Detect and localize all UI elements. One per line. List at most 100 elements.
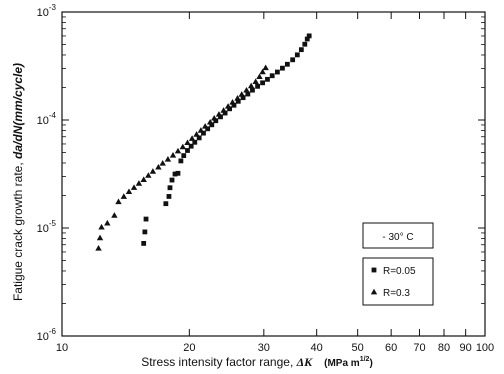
data-point-r03	[174, 147, 182, 154]
data-point-r03	[259, 68, 266, 75]
data-point-r005	[284, 61, 290, 67]
legend-marker-triangle	[370, 288, 378, 295]
data-point-r005	[269, 73, 275, 79]
data-point-r005	[213, 118, 219, 124]
data-point-r005	[163, 201, 169, 207]
data-point-r005	[209, 122, 215, 128]
annotation-text: - 30° C	[382, 232, 413, 243]
data-point-r005	[255, 83, 260, 89]
data-point-r005	[201, 130, 206, 136]
data-point-r03	[104, 219, 111, 226]
data-point-r03	[149, 168, 157, 174]
data-point-r03	[206, 118, 214, 125]
y-tick-label: 10-6	[37, 327, 57, 343]
data-point-r005	[192, 139, 198, 145]
data-point-r03	[252, 78, 259, 84]
data-point-r03	[188, 135, 196, 141]
data-point-r03	[201, 123, 209, 129]
data-point-r005	[304, 36, 310, 42]
x-axis-title-symbol: ΔK	[296, 355, 314, 369]
annotation-box	[362, 222, 434, 249]
data-point-r03	[96, 234, 104, 241]
x-axis-title-main: Stress intensity factor range,	[141, 355, 296, 369]
legend-label: R=0.05	[383, 266, 416, 277]
data-point-r03	[224, 103, 232, 109]
y-axis-title-main: Fatigue crack growth rate,	[11, 159, 25, 301]
data-point-r005	[141, 241, 147, 246]
data-point-r03	[169, 152, 177, 158]
data-point-r03	[140, 176, 147, 182]
x-axis-title-unit-exp: 1/2	[360, 356, 370, 363]
data-point-r005	[185, 148, 190, 153]
y-axis-title-symbol: da/dN(mm/cycle)	[11, 63, 25, 159]
legend-label: R=0.3	[383, 288, 410, 299]
data-point-r005	[143, 216, 149, 222]
data-point-r03	[145, 172, 152, 178]
data-point-r03	[155, 163, 162, 170]
data-point-r005	[250, 87, 255, 93]
data-point-r03	[130, 184, 138, 190]
data-point-r005	[274, 69, 280, 75]
data-point-r005	[260, 80, 265, 86]
data-point-r005	[294, 52, 300, 58]
y-tick-label: 10-3	[37, 3, 57, 19]
data-point-r03	[262, 64, 269, 71]
data-point-r03	[215, 111, 223, 117]
data-point-r03	[159, 160, 166, 166]
data-point-r005	[181, 153, 187, 159]
data-point-r03	[164, 156, 172, 162]
data-point-r005	[222, 110, 228, 116]
data-point-r03	[220, 107, 227, 113]
data-point-r005	[167, 185, 173, 191]
data-point-r03	[125, 188, 133, 195]
data-point-r005	[142, 229, 148, 235]
x-tick-label: 30	[258, 342, 270, 354]
data-point-r03	[179, 143, 186, 150]
x-tick-label: 60	[385, 342, 397, 354]
data-point-r005	[306, 33, 312, 39]
data-point-r005	[298, 47, 304, 53]
data-point-r03	[238, 91, 245, 97]
data-point-r005	[302, 41, 308, 47]
x-tick-label: 10	[56, 342, 68, 354]
data-point-r005	[166, 194, 172, 199]
x-tick-label: 70	[413, 342, 425, 354]
y-tick-label: 10-5	[37, 219, 57, 235]
data-point-r03	[243, 86, 250, 93]
data-point-r03	[135, 180, 143, 186]
x-tick-label: 40	[311, 342, 323, 354]
data-point-r005	[290, 57, 296, 63]
data-point-r03	[247, 82, 255, 89]
data-point-r03	[256, 73, 263, 80]
data-point-r005	[265, 76, 270, 82]
data-point-r03	[111, 212, 118, 218]
data-point-r005	[245, 91, 251, 97]
data-point-r03	[98, 223, 105, 230]
data-point-r03	[115, 198, 122, 205]
data-point-r005	[172, 171, 178, 177]
data-point-r005	[188, 143, 194, 149]
data-point-r005	[218, 114, 223, 120]
y-tick-label: 10-4	[37, 111, 57, 127]
data-point-r005	[235, 98, 241, 104]
data-point-r03	[95, 245, 102, 251]
data-point-r03	[234, 95, 241, 101]
data-point-r03	[120, 193, 128, 199]
data-point-r03	[229, 99, 236, 105]
x-tick-label: 100	[476, 342, 494, 354]
x-tick-label: 80	[438, 342, 450, 354]
data-point-r005	[205, 126, 211, 132]
legend-box	[362, 257, 434, 306]
x-axis-title: Stress intensity factor range, ΔK (MPa m1…	[141, 355, 373, 369]
data-point-r03	[184, 139, 191, 146]
data-point-r005	[231, 102, 237, 108]
legend-marker-square	[371, 267, 377, 273]
x-tick-label: 20	[183, 342, 195, 354]
x-axis-title-unit-close: )	[369, 358, 372, 369]
data-point-r03	[211, 114, 218, 121]
data-point-r005	[227, 106, 232, 112]
data-point-r03	[193, 131, 200, 137]
data-point-r03	[197, 127, 205, 133]
data-point-r005	[175, 170, 181, 176]
